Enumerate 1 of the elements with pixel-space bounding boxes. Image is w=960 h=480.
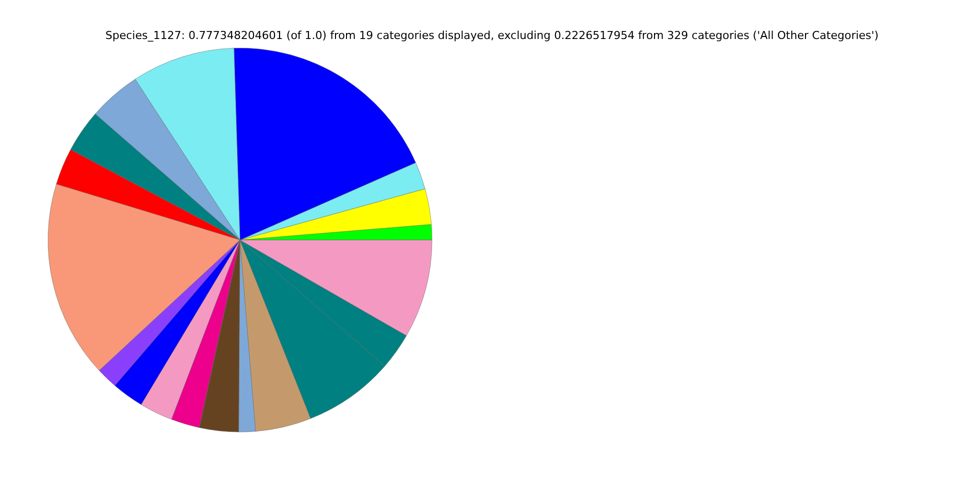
text: Species_1127: 0.777348204601 (of 1.0) from 19 categories displayed, excluding 0.2226517954 from 329 categories ('All Other Categories') xyxy=(105,29,879,42)
